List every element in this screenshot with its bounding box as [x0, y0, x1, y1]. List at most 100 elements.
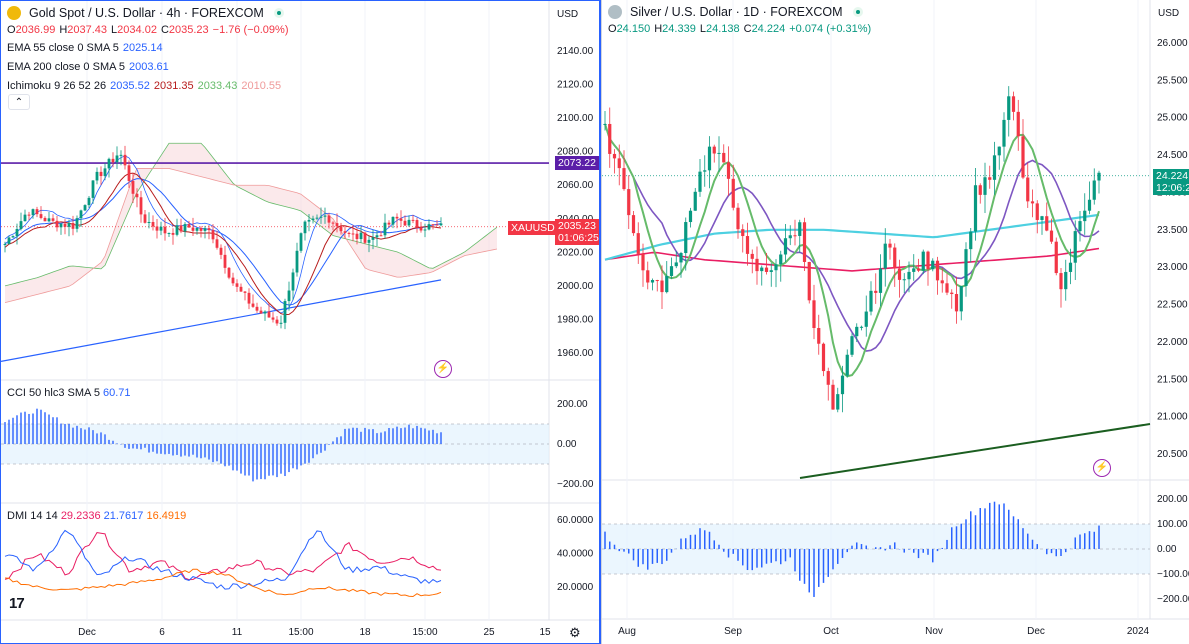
silver-candle-body: [693, 191, 697, 211]
silver-candle-body: [855, 326, 859, 337]
silver-price-tick: 22.000: [1157, 337, 1188, 348]
gold-candle-body: [191, 227, 195, 231]
silver-time-tick: Aug: [618, 626, 636, 637]
cci-band: [1, 424, 549, 464]
silver-chart-title[interactable]: Silver / U.S. Dollar · 1D · FOREXCOM: [630, 5, 843, 19]
silver-candle-body: [665, 275, 669, 293]
settings-gear-icon[interactable]: ⚙: [569, 625, 581, 640]
gold-chart-pane[interactable]: 2140.002120.002100.002080.002060.002040.…: [0, 0, 601, 644]
gold-candle-body: [99, 171, 103, 177]
gold-price-tick: 1980.00: [557, 314, 594, 325]
silver-candle-body: [741, 229, 745, 237]
gold-candle-body: [251, 303, 255, 307]
gold-candle-body: [131, 180, 135, 194]
gold-candle-body: [279, 322, 283, 324]
osc-tick: −100.00: [1157, 569, 1189, 580]
gold-candle-body: [15, 228, 19, 237]
silver-price-tick: 24.500: [1157, 150, 1188, 161]
ema200-legend[interactable]: EMA 200 close 0 SMA 5 2003.61: [7, 61, 169, 73]
gold-candle-body: [195, 227, 199, 231]
gold-chart-title[interactable]: Gold Spot / U.S. Dollar · 4h · FOREXCOM: [29, 6, 264, 20]
gold-candle-body: [263, 311, 267, 314]
gold-candle-body: [187, 224, 191, 228]
silver-price-tick: 26.000: [1157, 38, 1188, 49]
gold-candle-body: [347, 232, 351, 234]
silver-price-tick: 23.500: [1157, 225, 1188, 236]
silver-candle-body: [902, 279, 906, 281]
silver-candle-body: [893, 247, 897, 269]
collapse-legend-button[interactable]: ⌃: [8, 94, 30, 110]
gold-price-tick: 2020.00: [557, 247, 594, 258]
gold-candle-body: [255, 306, 259, 311]
silver-price-tick: 22.500: [1157, 300, 1188, 311]
gold-candle-body: [331, 222, 335, 224]
ema55-legend[interactable]: EMA 55 close 0 SMA 5 2025.14: [7, 42, 163, 54]
silver-candle-body: [774, 264, 778, 271]
silver-candle-body: [779, 254, 783, 265]
gold-price-tick: 1960.00: [557, 348, 594, 359]
silver-candle-body: [755, 258, 759, 272]
gold-currency-label[interactable]: USD: [557, 9, 579, 20]
silver-candle-body: [954, 294, 959, 312]
gold-candle-body: [311, 218, 315, 220]
silver-candle-body: [912, 268, 916, 272]
osc-tick: 0.00: [1157, 544, 1177, 555]
gold-candle-body: [7, 237, 11, 245]
gold-price-tick: 2060.00: [557, 180, 594, 191]
silver-price-tick: 25.500: [1157, 75, 1188, 86]
silver-candle-body: [603, 123, 607, 125]
silver-candle-body: [612, 153, 617, 159]
gold-candle-body: [227, 267, 231, 278]
gold-candle-body: [55, 220, 59, 228]
dmi-legend[interactable]: DMI 14 14 29.2336 21.7617 16.4919: [7, 510, 187, 522]
silver-chart-canvas[interactable]: 26.00025.50025.00024.50024.00023.50023.0…: [602, 0, 1189, 644]
gold-candle-body: [375, 235, 379, 238]
gold-candle-body: [315, 217, 319, 219]
cci-tick: −200.00: [557, 479, 594, 490]
tradingview-logo[interactable]: 17: [9, 595, 25, 612]
silver-candle-body: [935, 260, 940, 281]
gold-candle-body: [155, 226, 159, 231]
gold-candle-body: [59, 223, 63, 228]
silver-candle-body: [1087, 199, 1092, 211]
silver-candle-body: [1035, 203, 1039, 220]
gold-candle-body: [19, 221, 23, 229]
cci-legend[interactable]: CCI 50 hlc3 SMA 5 60.71: [7, 387, 131, 399]
market-open-icon: [273, 8, 284, 18]
gold-candle-body: [383, 222, 387, 236]
silver-time-tick: Oct: [823, 626, 839, 637]
silver-candle-body: [1064, 271, 1068, 290]
silver-candle-body: [1007, 96, 1011, 120]
silver-candle-body: [1030, 201, 1035, 204]
silver-candle-body: [745, 236, 750, 254]
silver-candle-body: [845, 354, 849, 376]
gold-candle-body: [43, 217, 47, 222]
gold-candle-body: [419, 227, 423, 231]
adx-line: [4, 568, 442, 598]
silver-candle-body: [769, 270, 773, 272]
silver-candle-body: [992, 155, 997, 180]
gold-candle-body: [51, 218, 55, 221]
dmi-tick: 60.0000: [557, 515, 594, 526]
silver-candle-body: [821, 343, 826, 372]
gold-candle-body: [319, 216, 323, 218]
lightning-icon[interactable]: ⚡: [1093, 459, 1111, 477]
gold-chart-canvas[interactable]: 2140.002120.002100.002080.002060.002040.…: [1, 1, 600, 644]
silver-candle-body: [864, 311, 868, 327]
silver-candle-body: [988, 177, 992, 180]
osc-tick: 100.00: [1157, 519, 1188, 530]
silver-candle-body: [660, 280, 664, 293]
gold-time-tick: 15:00: [412, 627, 437, 638]
silver-chart-pane[interactable]: 26.00025.50025.00024.50024.00023.50023.0…: [601, 0, 1189, 644]
ichimoku-legend[interactable]: Ichimoku 9 26 52 26 2035.52 2031.35 2033…: [7, 80, 282, 92]
gold-candle-body: [355, 233, 359, 240]
silver-candle-body: [1016, 111, 1020, 137]
gold-candle-body: [95, 171, 99, 181]
gold-candle-body: [267, 311, 271, 318]
lightning-icon[interactable]: ⚡: [434, 360, 452, 378]
gold-candle-body: [71, 223, 75, 229]
silver-candle-body: [826, 371, 830, 385]
gold-candle-body: [287, 290, 291, 302]
silver-currency-label[interactable]: USD: [1158, 8, 1180, 19]
gold-candle-body: [407, 219, 411, 226]
